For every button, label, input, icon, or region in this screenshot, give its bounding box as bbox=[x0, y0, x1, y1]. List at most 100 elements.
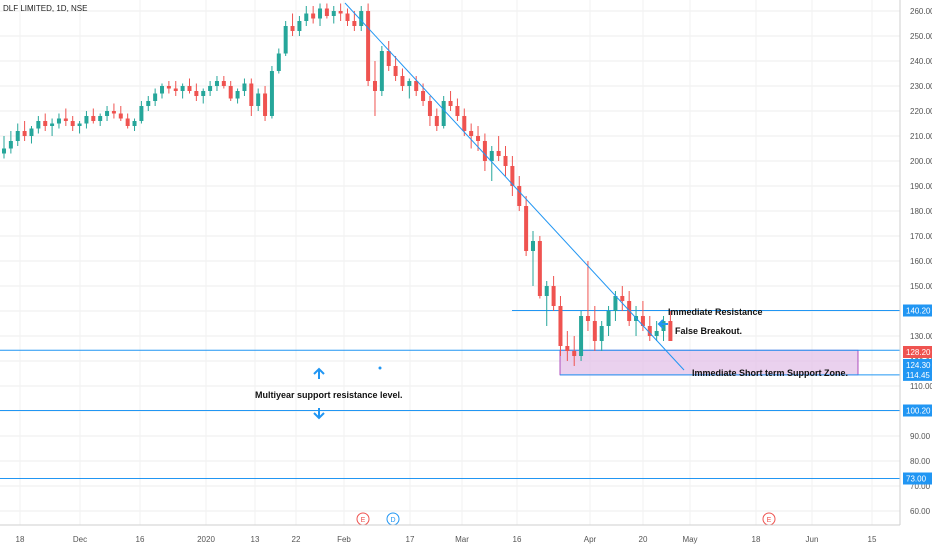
candle[interactable] bbox=[77, 121, 82, 134]
candle[interactable] bbox=[125, 113, 130, 129]
candle[interactable] bbox=[469, 123, 474, 149]
candle[interactable] bbox=[324, 3, 329, 19]
candle[interactable] bbox=[544, 281, 549, 326]
candle-body bbox=[372, 81, 377, 91]
candle[interactable] bbox=[661, 316, 666, 341]
candle[interactable] bbox=[551, 276, 556, 311]
candle[interactable] bbox=[537, 236, 542, 299]
event-marker[interactable]: E bbox=[356, 512, 370, 526]
candle[interactable] bbox=[372, 61, 377, 116]
candle[interactable] bbox=[208, 81, 213, 96]
candle[interactable] bbox=[166, 81, 171, 94]
candle[interactable] bbox=[565, 331, 570, 361]
candle[interactable] bbox=[304, 6, 309, 26]
candle[interactable] bbox=[558, 296, 563, 356]
candle[interactable] bbox=[242, 78, 247, 97]
candle[interactable] bbox=[318, 3, 323, 27]
candle[interactable] bbox=[180, 83, 185, 99]
event-marker[interactable]: E bbox=[762, 512, 776, 526]
candle[interactable] bbox=[455, 98, 460, 122]
candle[interactable] bbox=[8, 131, 13, 154]
candle[interactable] bbox=[592, 306, 597, 351]
candle[interactable] bbox=[36, 116, 41, 134]
candle[interactable] bbox=[15, 123, 20, 147]
candle[interactable] bbox=[441, 96, 446, 129]
candle[interactable] bbox=[407, 78, 412, 99]
candle[interactable] bbox=[43, 113, 48, 132]
candle[interactable] bbox=[427, 96, 432, 126]
candle[interactable] bbox=[338, 3, 343, 22]
candle[interactable] bbox=[98, 113, 103, 127]
candle[interactable] bbox=[366, 3, 371, 87]
candle[interactable] bbox=[84, 111, 89, 129]
candle[interactable] bbox=[249, 78, 254, 117]
candle[interactable] bbox=[118, 106, 123, 121]
candle[interactable] bbox=[91, 108, 96, 124]
candle[interactable] bbox=[2, 136, 6, 159]
candle[interactable] bbox=[352, 11, 357, 31]
candle[interactable] bbox=[269, 66, 274, 119]
candle[interactable] bbox=[585, 261, 590, 331]
candle[interactable] bbox=[187, 78, 192, 94]
event-marker[interactable]: D bbox=[386, 512, 400, 526]
candle[interactable] bbox=[524, 196, 529, 256]
candle[interactable] bbox=[194, 83, 199, 102]
candle[interactable] bbox=[579, 311, 584, 361]
candle[interactable] bbox=[146, 96, 151, 111]
candle[interactable] bbox=[22, 121, 27, 141]
candle[interactable] bbox=[214, 76, 219, 91]
candle[interactable] bbox=[50, 118, 55, 137]
candle[interactable] bbox=[414, 76, 419, 96]
marker-dot bbox=[378, 366, 382, 370]
candle[interactable] bbox=[668, 311, 673, 341]
candle[interactable] bbox=[29, 126, 34, 144]
candle[interactable] bbox=[63, 108, 68, 127]
candle[interactable] bbox=[379, 46, 384, 96]
candle[interactable] bbox=[386, 41, 391, 71]
candle[interactable] bbox=[434, 108, 439, 132]
candle[interactable] bbox=[647, 316, 652, 341]
candle[interactable] bbox=[393, 56, 398, 81]
candle[interactable] bbox=[503, 146, 508, 176]
candle[interactable] bbox=[482, 133, 487, 172]
candle[interactable] bbox=[359, 6, 364, 31]
candle[interactable] bbox=[276, 48, 281, 74]
candle[interactable] bbox=[70, 116, 75, 131]
candle[interactable] bbox=[256, 88, 261, 112]
candle[interactable] bbox=[283, 21, 288, 56]
candle[interactable] bbox=[572, 336, 577, 366]
candle[interactable] bbox=[620, 286, 625, 311]
candle[interactable] bbox=[132, 118, 137, 132]
trend-line[interactable] bbox=[344, 2, 685, 371]
candle[interactable] bbox=[290, 13, 295, 37]
candle[interactable] bbox=[105, 106, 110, 121]
candle[interactable] bbox=[201, 88, 206, 104]
candle[interactable] bbox=[496, 136, 501, 161]
candle[interactable] bbox=[530, 231, 535, 286]
candle[interactable] bbox=[654, 321, 659, 341]
candles[interactable] bbox=[2, 3, 673, 367]
candle[interactable] bbox=[489, 146, 494, 181]
candle[interactable] bbox=[111, 103, 116, 119]
candle[interactable] bbox=[173, 81, 178, 96]
candle[interactable] bbox=[221, 76, 226, 89]
candle[interactable] bbox=[345, 8, 350, 27]
candle[interactable] bbox=[510, 156, 515, 196]
candle[interactable] bbox=[153, 88, 158, 107]
candle[interactable] bbox=[228, 81, 233, 101]
candle[interactable] bbox=[517, 176, 522, 211]
candle[interactable] bbox=[400, 68, 405, 92]
candle[interactable] bbox=[599, 321, 604, 351]
candle[interactable] bbox=[606, 306, 611, 336]
candle[interactable] bbox=[297, 16, 302, 36]
candle[interactable] bbox=[448, 91, 453, 111]
candle[interactable] bbox=[311, 6, 316, 24]
candle[interactable] bbox=[56, 113, 61, 129]
candle[interactable] bbox=[263, 86, 268, 121]
candle[interactable] bbox=[160, 83, 165, 99]
candle[interactable] bbox=[331, 6, 336, 24]
candle[interactable] bbox=[139, 101, 144, 124]
candle[interactable] bbox=[235, 88, 240, 104]
